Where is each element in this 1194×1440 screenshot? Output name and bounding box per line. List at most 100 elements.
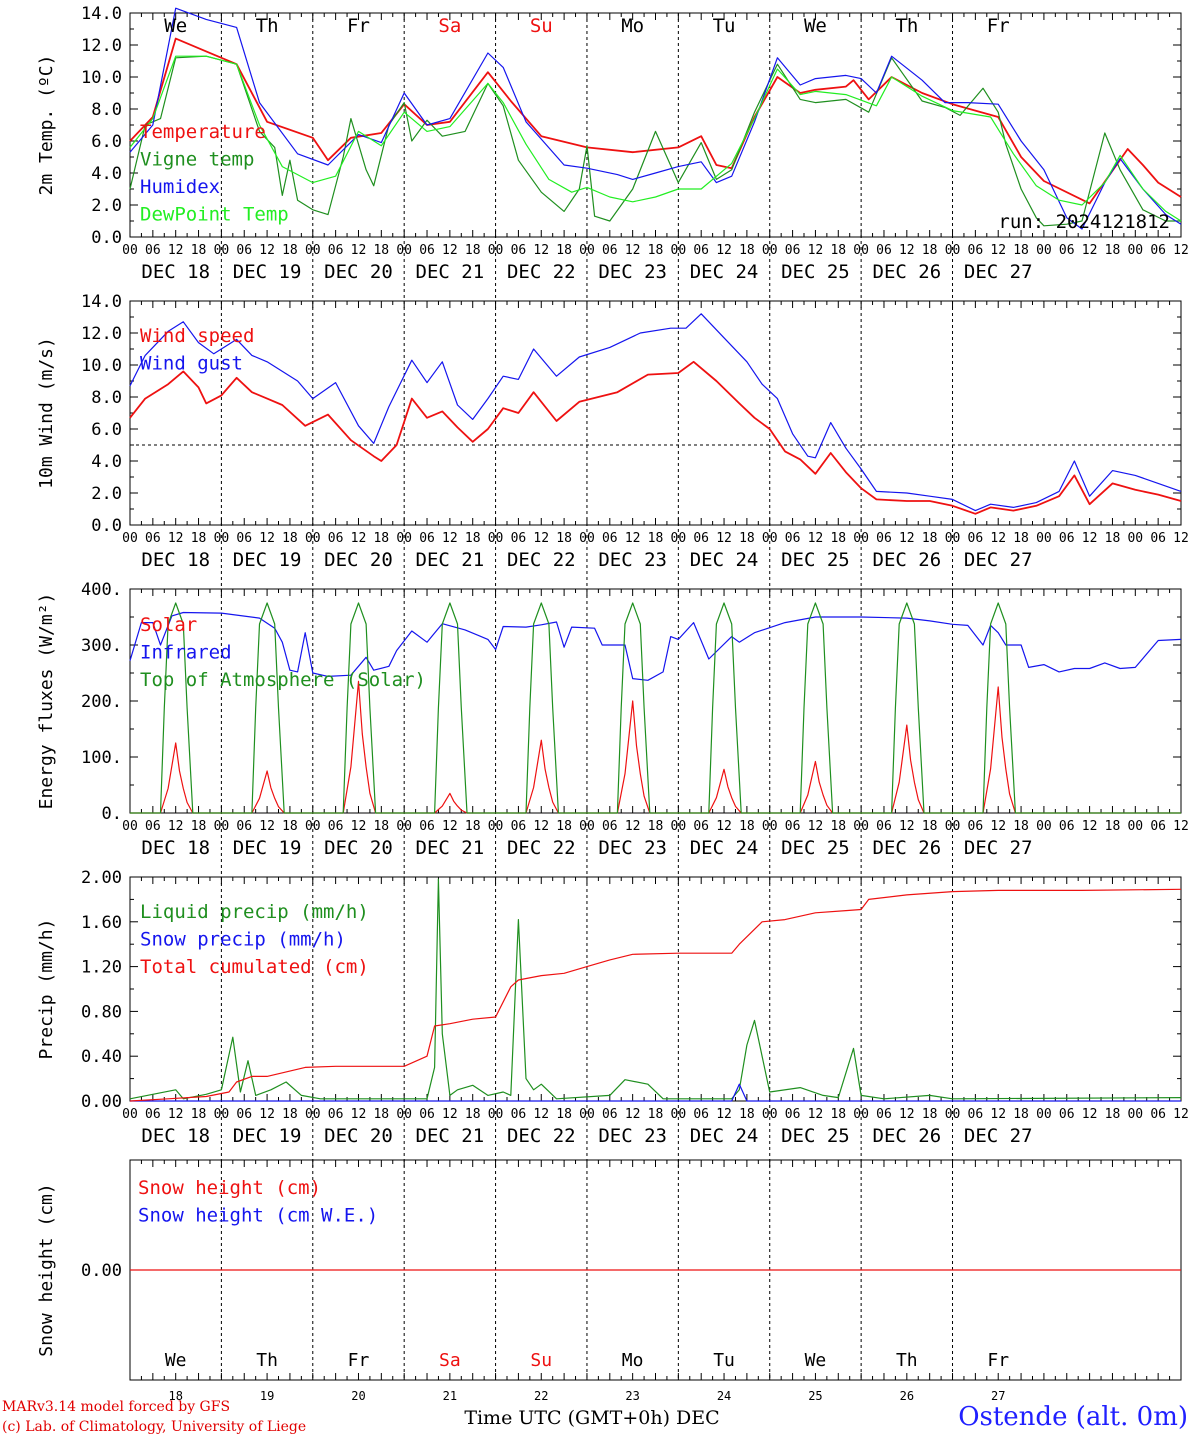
day-number-label: 20 [351, 1389, 365, 1403]
hour-tick-label: 18 [373, 531, 389, 546]
hour-tick-label: 06 [1059, 243, 1075, 258]
hour-tick-label: 18 [1013, 243, 1029, 258]
y-tick-label: 4.0 [91, 452, 122, 472]
hour-tick-label: 00 [214, 1107, 230, 1122]
hour-tick-label: 00 [945, 243, 961, 258]
hour-tick-label: 12 [1173, 819, 1189, 834]
hour-tick-label: 18 [556, 1107, 572, 1122]
day-number-label: 19 [260, 1389, 274, 1403]
weekday-label-top: We [164, 15, 187, 37]
series-line-humidex [129, 7, 1182, 230]
hour-tick-label: 18 [830, 243, 846, 258]
hour-tick-label: 06 [693, 819, 709, 834]
day-label: DEC 24 [690, 549, 759, 571]
weekday-label-bottom: Fr [987, 1350, 1009, 1371]
y-axis-label: 2m Temp. (ºC) [36, 55, 57, 196]
day-label: DEC 25 [781, 261, 850, 283]
hour-tick-label: 12 [351, 819, 367, 834]
hour-tick-label: 12 [716, 819, 732, 834]
hour-tick-label: 00 [1036, 531, 1052, 546]
hour-tick-label: 18 [191, 531, 207, 546]
hour-tick-label: 12 [259, 531, 275, 546]
hour-tick-label: 18 [1105, 819, 1121, 834]
day-label: DEC 20 [324, 1125, 393, 1147]
hour-tick-label: 12 [259, 819, 275, 834]
weekday-label-top: Fr [347, 15, 370, 37]
hour-tick-label: 18 [648, 243, 664, 258]
hour-tick-label: 00 [214, 819, 230, 834]
y-tick-label: 0. [102, 804, 122, 824]
hour-tick-label: 12 [442, 531, 458, 546]
legend-entry: Top of Atmosphere (Solar) [140, 669, 426, 691]
hour-tick-label: 12 [1173, 1107, 1189, 1122]
hour-tick-label: 06 [328, 819, 344, 834]
hour-tick-label: 12 [625, 1107, 641, 1122]
hour-tick-label: 12 [168, 531, 184, 546]
day-label: DEC 19 [233, 837, 302, 859]
hour-tick-label: 00 [396, 1107, 412, 1122]
legend-entry: Liquid precip (mm/h) [140, 901, 369, 923]
hour-tick-label: 06 [602, 531, 618, 546]
day-label: DEC 26 [873, 261, 942, 283]
model-credit: MARv3.14 model forced by GFS [2, 1399, 231, 1415]
day-label: DEC 23 [598, 549, 667, 571]
day-label: DEC 23 [598, 837, 667, 859]
legend-entry: DewPoint Temp [140, 204, 289, 226]
hour-tick-label: 00 [305, 531, 321, 546]
y-tick-label: 8.0 [91, 388, 122, 408]
day-label: DEC 23 [598, 261, 667, 283]
hour-tick-label: 00 [762, 1107, 778, 1122]
day-label: DEC 21 [416, 837, 485, 859]
day-label: DEC 27 [964, 549, 1033, 571]
lab-credit: (c) Lab. of Climatology, University of L… [2, 1419, 307, 1435]
hour-tick-label: 06 [1150, 1107, 1166, 1122]
y-tick-label: 2.0 [91, 484, 122, 504]
hour-tick-label: 18 [922, 243, 938, 258]
hour-tick-label: 18 [191, 1107, 207, 1122]
series-line-vigne-temp [129, 55, 1181, 227]
hour-tick-label: 06 [602, 243, 618, 258]
series-line-solar [130, 680, 1181, 814]
day-label: DEC 25 [781, 549, 850, 571]
hour-tick-label: 00 [122, 819, 138, 834]
hour-tick-label: 18 [830, 819, 846, 834]
hour-tick-label: 12 [899, 243, 915, 258]
hour-tick-label: 12 [990, 531, 1006, 546]
hour-tick-label: 06 [693, 243, 709, 258]
hour-tick-label: 06 [968, 1107, 984, 1122]
y-tick-label: 0.0 [91, 516, 122, 536]
hour-tick-label: 12 [533, 819, 549, 834]
day-label: DEC 18 [141, 261, 210, 283]
hour-tick-label: 18 [830, 531, 846, 546]
series-line-liquid-precip-mm-h- [129, 878, 1182, 1100]
hour-tick-label: 06 [602, 819, 618, 834]
hour-tick-label: 00 [853, 1107, 869, 1122]
y-axis-label: Energy fluxes (W/m²) [36, 593, 57, 810]
day-label: DEC 20 [324, 261, 393, 283]
weekday-label-top: Sa [438, 15, 461, 37]
hour-tick-label: 12 [1173, 531, 1189, 546]
hour-tick-label: 18 [282, 531, 298, 546]
hour-tick-label: 12 [168, 1107, 184, 1122]
hour-tick-label: 00 [762, 531, 778, 546]
hour-tick-label: 00 [945, 531, 961, 546]
hour-tick-label: 00 [1036, 819, 1052, 834]
hour-tick-label: 06 [876, 819, 892, 834]
hour-tick-label: 18 [556, 531, 572, 546]
hour-tick-label: 12 [259, 1107, 275, 1122]
hour-tick-label: 06 [876, 243, 892, 258]
hour-tick-label: 18 [465, 243, 481, 258]
day-label: DEC 22 [507, 1125, 576, 1147]
hour-tick-label: 00 [1127, 531, 1143, 546]
series-line-wind-gust [129, 313, 1182, 512]
hour-tick-label: 06 [511, 1107, 527, 1122]
hour-tick-label: 00 [579, 819, 595, 834]
weekday-label-top: Th [256, 15, 279, 37]
hour-tick-label: 18 [922, 819, 938, 834]
hour-tick-label: 00 [945, 1107, 961, 1122]
hour-tick-label: 00 [671, 819, 687, 834]
hour-tick-label: 00 [671, 531, 687, 546]
day-label: DEC 25 [781, 1125, 850, 1147]
legend-entry: Snow height (cm W.E.) [138, 1205, 378, 1227]
